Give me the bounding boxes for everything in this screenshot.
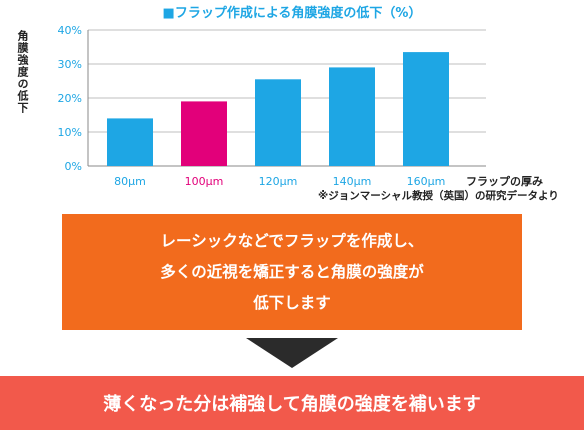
y-tick-label: 0% bbox=[65, 160, 82, 173]
y-tick-label: 40% bbox=[58, 24, 82, 37]
bar bbox=[107, 118, 153, 166]
bottom-banner-text: 薄くなった分は補強して角膜の強度を補います bbox=[103, 394, 481, 415]
x-tick-label: 160μm bbox=[407, 175, 446, 188]
message-box: レーシックなどでフラップを作成し、 多くの近視を矯正すると角膜の強度が 低下しま… bbox=[62, 214, 522, 330]
bar bbox=[403, 52, 449, 166]
bar-chart: 0% 10% 20% 30% 40% 80μm 100μm 120μm 140μm 160μm フラ… bbox=[58, 24, 543, 188]
y-tick-label: 30% bbox=[58, 58, 82, 71]
y-tick-label: 10% bbox=[58, 126, 82, 139]
message-line-3: 低下します bbox=[253, 293, 331, 312]
bar bbox=[255, 79, 301, 166]
down-arrow-icon bbox=[246, 338, 338, 368]
message-line-2: 多くの近視を矯正すると角膜の強度が bbox=[160, 262, 424, 281]
bar bbox=[181, 101, 227, 166]
chart-title: ■フラップ作成による角膜強度の低下（%） bbox=[162, 6, 422, 21]
message-line-1: レーシックなどでフラップを作成し、 bbox=[160, 231, 424, 250]
source-note: ※ジョンマーシャル教授（英国）の研究データより bbox=[318, 190, 559, 202]
x-axis-label: フラップの厚み bbox=[466, 174, 543, 188]
x-tick-label: 100μm bbox=[185, 175, 224, 188]
bottom-banner: 薄くなった分は補強して角膜の強度を補います bbox=[0, 376, 584, 430]
x-tick-label: 120μm bbox=[259, 175, 298, 188]
y-tick-label: 20% bbox=[58, 92, 82, 105]
bar bbox=[329, 67, 375, 166]
x-tick-label: 140μm bbox=[333, 175, 372, 188]
x-tick-label: 80μm bbox=[114, 175, 146, 188]
y-axis-label: 角膜強度の低下 bbox=[16, 30, 29, 114]
